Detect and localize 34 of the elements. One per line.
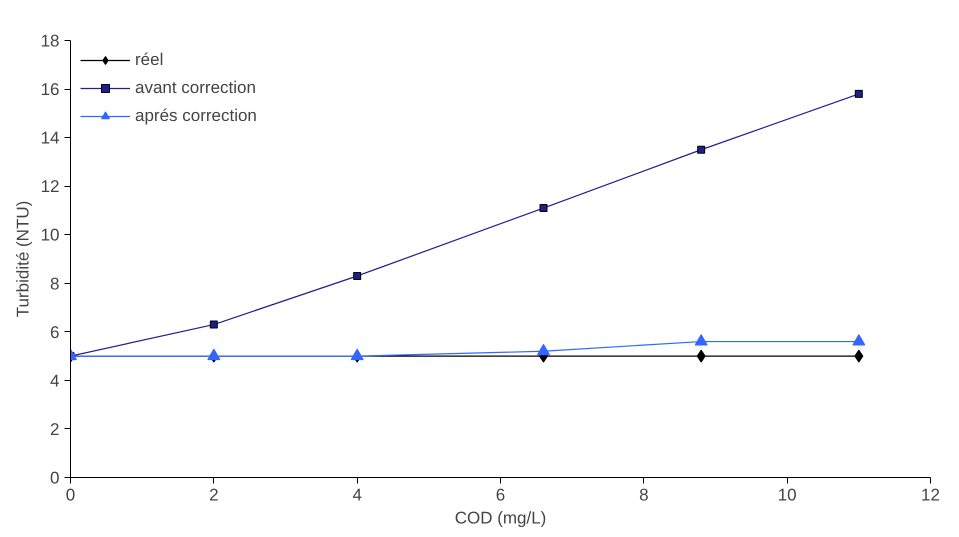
y-tick-label: 8 <box>50 274 60 294</box>
y-tick-label: 14 <box>40 128 60 148</box>
point <box>696 350 706 363</box>
x-tick-label: 10 <box>778 486 797 504</box>
point <box>854 350 864 363</box>
point <box>353 272 362 280</box>
y-tick-label: 2 <box>50 420 60 439</box>
x-tick-label: 8 <box>639 486 649 504</box>
y-tick-label: 10 <box>40 226 60 245</box>
y-tick-label: 16 <box>40 80 60 100</box>
point <box>350 348 364 360</box>
point <box>207 348 220 360</box>
point <box>210 320 218 329</box>
point <box>540 204 548 212</box>
y-tick-label: 6 <box>50 322 60 342</box>
point <box>694 334 708 346</box>
point <box>537 344 550 356</box>
x-tick-label: 2 <box>209 486 219 504</box>
y-tick-label: 18 <box>40 32 60 50</box>
legend-label: aprés correction <box>135 106 257 126</box>
point <box>697 146 706 154</box>
x-tick-label: 4 <box>352 486 362 504</box>
y-axis-title: Turbidité (NTU) <box>14 200 33 318</box>
legend-label: réel <box>135 50 164 70</box>
y-tick-label: 0 <box>50 468 60 488</box>
x-tick-label: 6 <box>496 486 506 504</box>
legend-label: avant correction <box>135 78 256 98</box>
x-axis-title: COD (mg/L) <box>454 508 546 528</box>
y-tick-label: 12 <box>40 177 60 196</box>
x-tick-label: 12 <box>921 486 940 504</box>
x-tick-label: 0 <box>66 486 76 504</box>
point <box>854 90 863 98</box>
y-tick-label: 4 <box>50 371 60 390</box>
point <box>852 334 866 346</box>
